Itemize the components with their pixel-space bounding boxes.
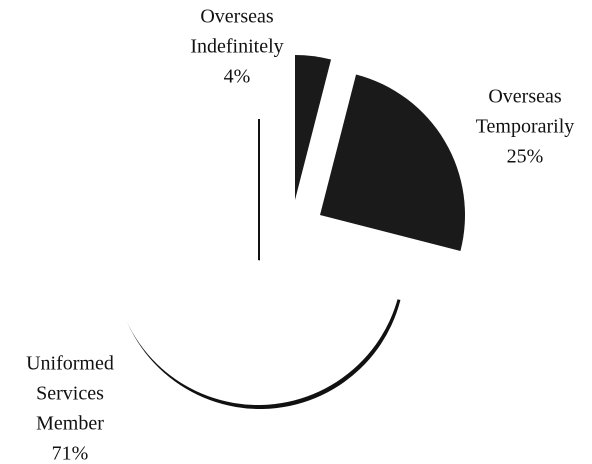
value-label: 25% [507, 146, 544, 168]
category-label-line: Overseas [200, 6, 274, 28]
slice-label-group: Overseas IndefinitelyOverseasIndefinitel… [190, 6, 283, 88]
category-label-line: Uniformed [26, 353, 114, 375]
category-label-line: Temporarily [476, 116, 575, 138]
category-label-line: Indefinitely [190, 36, 283, 58]
pie-slice [112, 115, 399, 406]
pie-slice [320, 74, 465, 252]
value-label: 4% [224, 66, 251, 88]
category-label-line: Overseas [488, 86, 562, 108]
category-label-line: Services [36, 383, 104, 405]
pie-slice [295, 55, 332, 200]
value-label: 71% [52, 443, 89, 464]
slice-label-group: Uniformed Services MemberUniformedServic… [26, 353, 114, 464]
category-label-line: Member [36, 413, 104, 435]
slice-label-group: Overseas TemporarilyOverseasTemporarily2… [476, 86, 575, 168]
